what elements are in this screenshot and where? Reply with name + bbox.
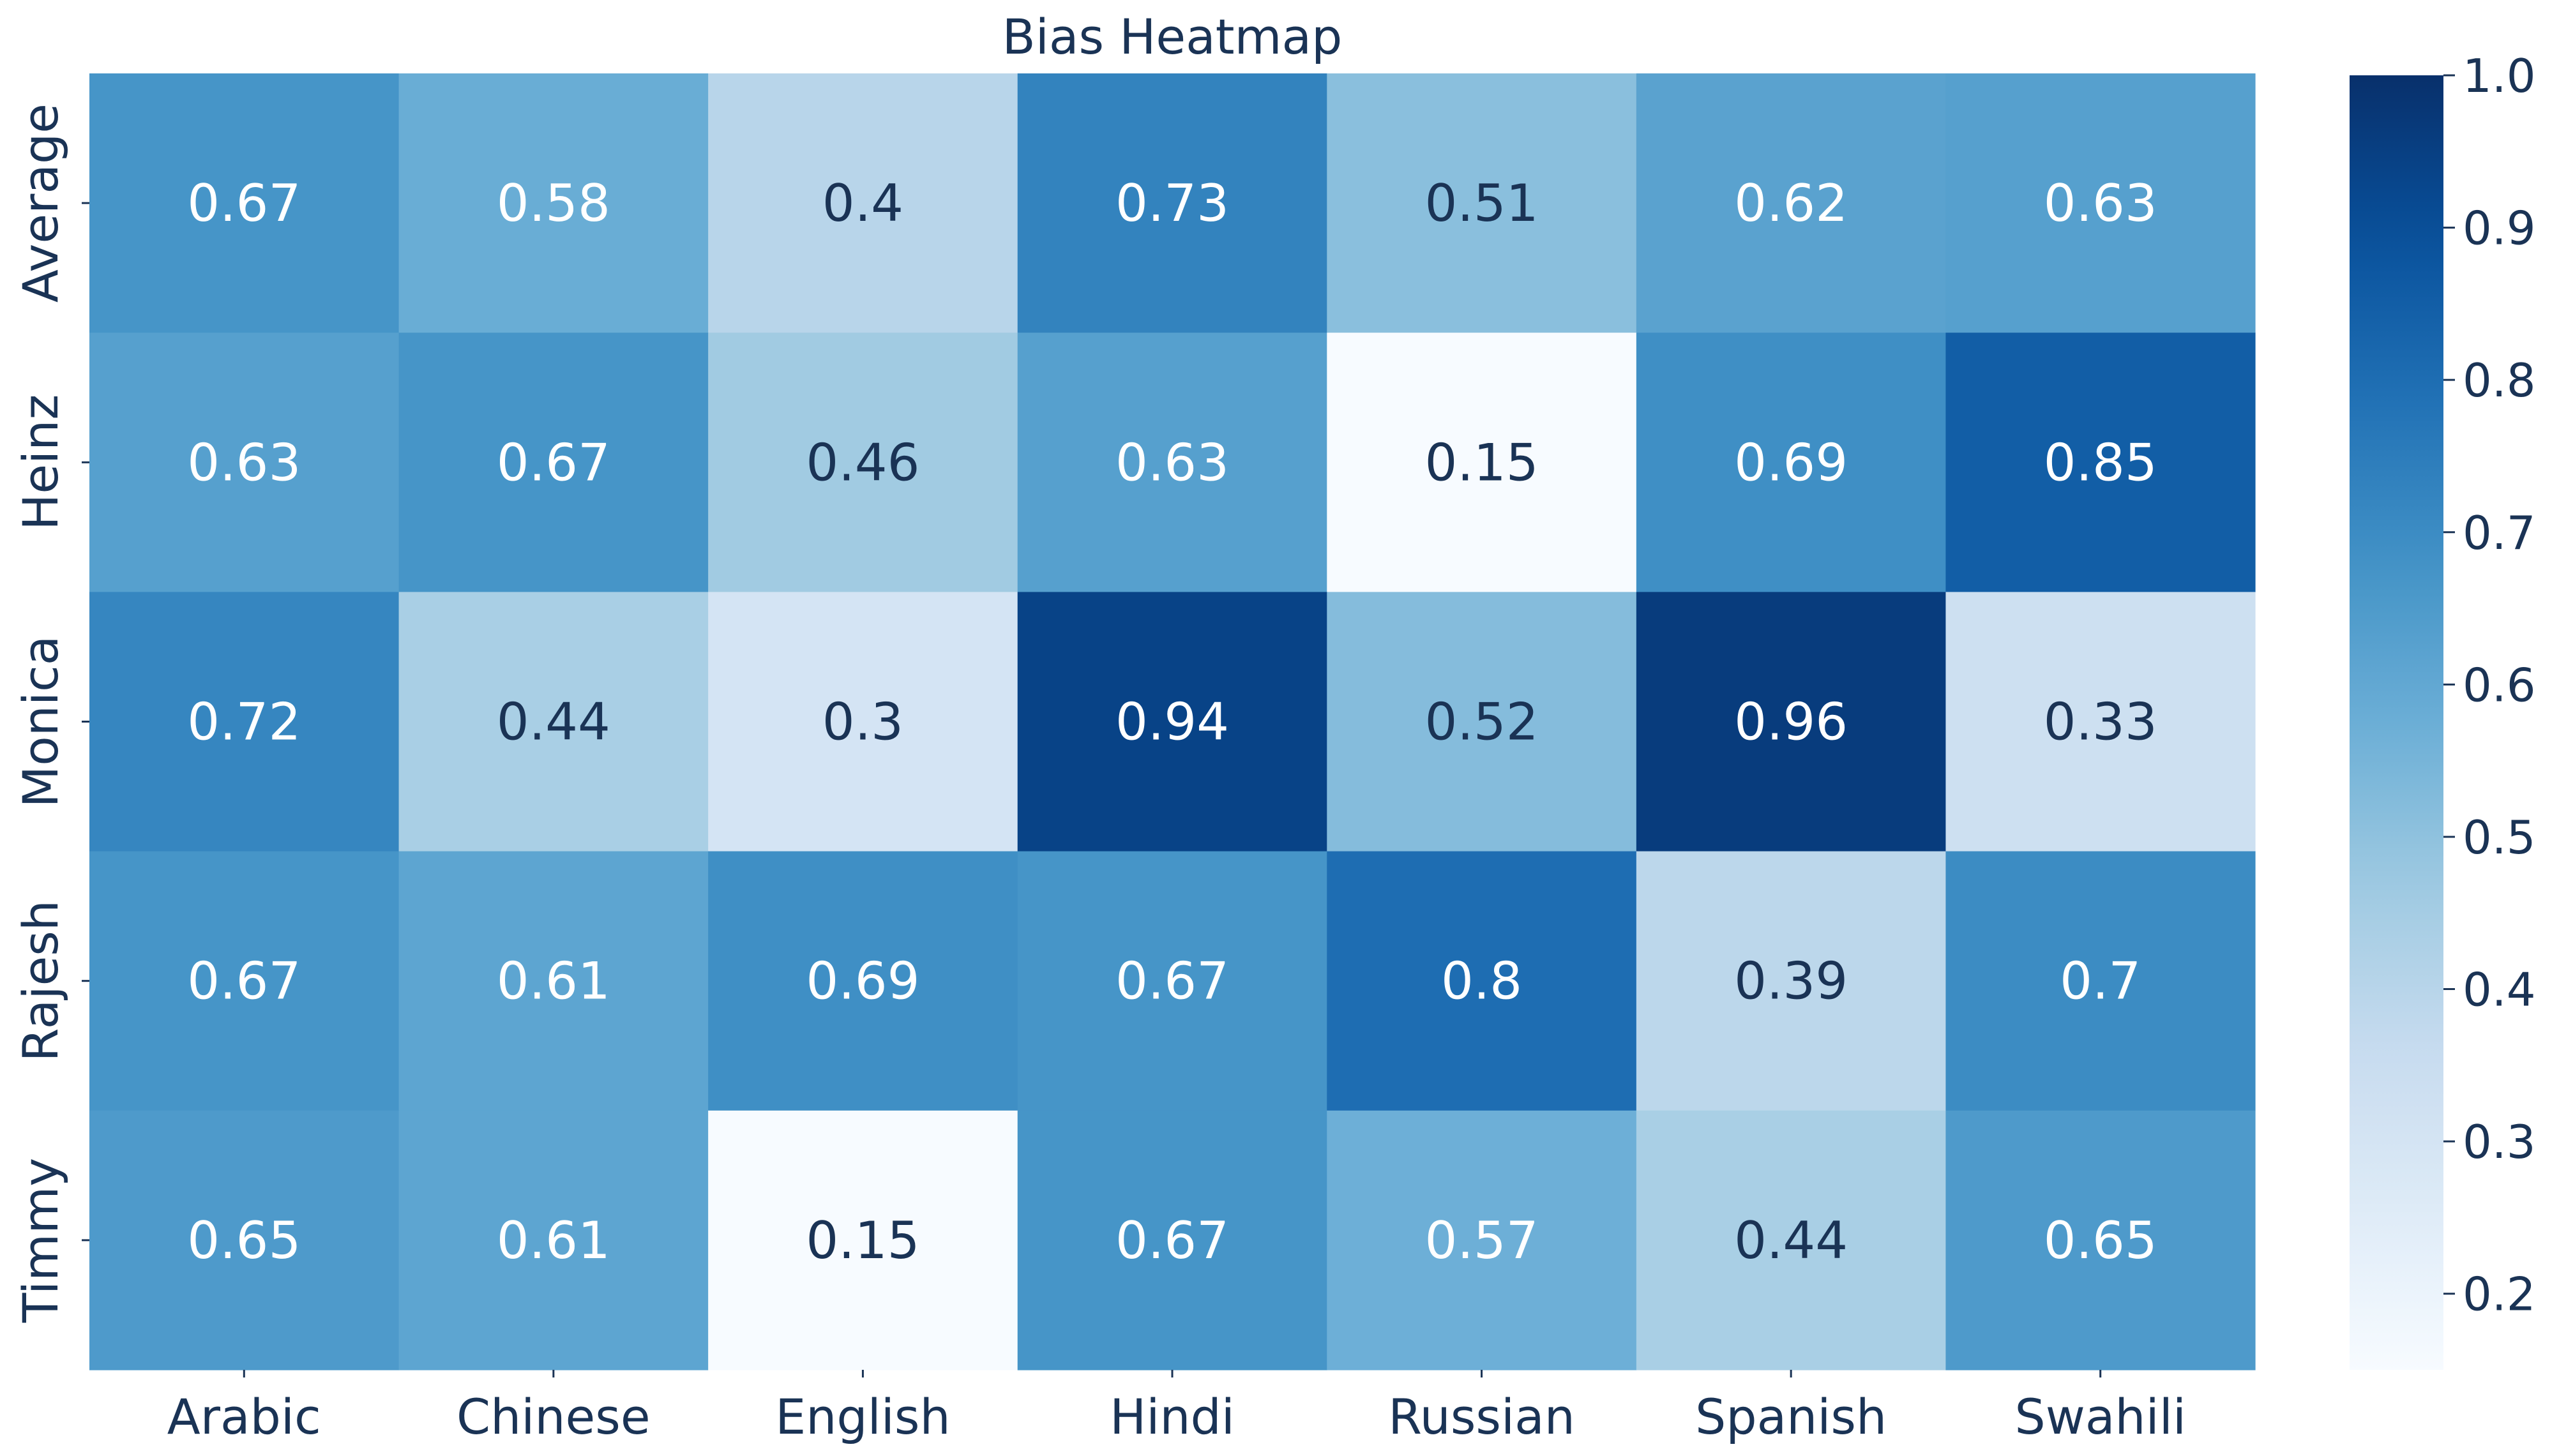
- heatmap-cell-monica-spanish: [1636, 592, 1947, 852]
- cell-value-label: 0.67: [1115, 1211, 1229, 1270]
- colorbar-tick-label: 0.7: [2463, 506, 2536, 560]
- x-tick-label: Arabic: [167, 1388, 321, 1445]
- heatmap-cell-rajesh-chinese: [398, 851, 709, 1111]
- cell-value-label: 0.69: [806, 952, 919, 1011]
- x-tick-label: Hindi: [1110, 1388, 1235, 1445]
- cell-value-label: 0.44: [497, 693, 610, 752]
- heatmap-cell-heinz-russian: [1327, 333, 1637, 592]
- cell-value-label: 0.15: [806, 1211, 919, 1270]
- heatmap-cell-monica-chinese: [398, 592, 709, 852]
- heatmap-cell-monica-russian: [1327, 592, 1637, 852]
- colorbar-tick-label: 0.5: [2463, 811, 2536, 864]
- y-tick-label: Timmy: [12, 1158, 69, 1323]
- cell-value-label: 0.65: [187, 1211, 301, 1270]
- cell-value-label: 0.65: [2044, 1211, 2157, 1270]
- x-tick-label: Spanish: [1695, 1388, 1887, 1445]
- x-tick-label: Swahili: [2014, 1388, 2186, 1445]
- heatmap-cell-monica-arabic: [89, 592, 400, 852]
- heatmap-cell-average-spanish: [1636, 73, 1947, 333]
- heatmap-cell-average-swahili: [1945, 73, 2256, 333]
- y-tick-label: Rajesh: [12, 900, 69, 1062]
- heatmap-cell-rajesh-russian: [1327, 851, 1637, 1111]
- heatmap-cell-heinz-arabic: [89, 333, 400, 592]
- cell-value-label: 0.61: [497, 952, 610, 1011]
- heatmap-annotations: 0.67 0.58 0.4 0.73 0.51 0.62 0.63 0.63 0.67 0.46 0…: [187, 174, 2157, 1270]
- heatmap-cell-rajesh-swahili: [1945, 851, 2256, 1111]
- x-tick-label: Chinese: [457, 1388, 651, 1445]
- heatmap-cell-average-russian: [1327, 73, 1637, 333]
- heatmap-cell-heinz-hindi: [1017, 333, 1327, 592]
- colorbar-tick-label: 1.0: [2463, 49, 2536, 103]
- cell-value-label: 0.67: [187, 952, 301, 1011]
- heatmap-cell-average-english: [708, 73, 1018, 333]
- x-tick-label: English: [775, 1388, 950, 1445]
- cell-value-label: 0.96: [1734, 693, 1848, 752]
- cell-value-label: 0.63: [1115, 433, 1229, 492]
- heatmap-cell-timmy-english: [708, 1110, 1018, 1370]
- cell-value-label: 0.72: [187, 693, 301, 752]
- heatmap-cell-timmy-spanish: [1636, 1110, 1947, 1370]
- colorbar-tick-label: 0.9: [2463, 202, 2536, 255]
- heatmap-cell-monica-hindi: [1017, 592, 1327, 852]
- heatmap-cell-average-hindi: [1017, 73, 1327, 333]
- cell-value-label: 0.39: [1734, 952, 1848, 1011]
- cell-value-label: 0.51: [1425, 174, 1539, 233]
- heatmap-cell-rajesh-spanish: [1636, 851, 1947, 1111]
- cell-value-label: 0.85: [2044, 433, 2157, 492]
- heatmap-cells: [89, 73, 2256, 1370]
- x-axis-ticks: Arabic Chinese English Hindi Russian Spanish S…: [167, 1370, 2186, 1445]
- heatmap-cell-rajesh-arabic: [89, 851, 400, 1111]
- heatmap-cell-rajesh-hindi: [1017, 851, 1327, 1111]
- x-tick-label: Russian: [1388, 1388, 1575, 1445]
- heatmap-cell-timmy-chinese: [398, 1110, 709, 1370]
- colorbar-gradient: [2350, 75, 2443, 1370]
- heatmap-cell-heinz-swahili: [1945, 333, 2256, 592]
- cell-value-label: 0.7: [2060, 952, 2141, 1011]
- heatmap-cell-heinz-english: [708, 333, 1018, 592]
- cell-value-label: 0.63: [2044, 174, 2157, 233]
- cell-value-label: 0.61: [497, 1211, 610, 1270]
- chart-title: Bias Heatmap: [1002, 8, 1343, 65]
- colorbar-tick-label: 0.2: [2463, 1268, 2536, 1321]
- heatmap-cell-timmy-arabic: [89, 1110, 400, 1370]
- colorbar: 0.2 0.3 0.4 0.5 0.6 0.7 0.8 0.9 1.0: [2350, 49, 2536, 1370]
- heatmap-cell-average-arabic: [89, 73, 400, 333]
- cell-value-label: 0.4: [822, 174, 903, 233]
- cell-value-label: 0.8: [1441, 952, 1522, 1011]
- y-axis-ticks: Average Heinz Monica Rajesh Timmy: [12, 103, 89, 1323]
- colorbar-tick-label: 0.3: [2463, 1115, 2536, 1169]
- y-tick-label: Average: [12, 103, 69, 303]
- colorbar-tick-label: 0.6: [2463, 658, 2536, 712]
- heatmap-cell-rajesh-english: [708, 851, 1018, 1111]
- cell-value-label: 0.3: [822, 693, 903, 752]
- heatmap-cell-average-chinese: [398, 73, 709, 333]
- cell-value-label: 0.46: [806, 433, 919, 492]
- heatmap-cell-timmy-russian: [1327, 1110, 1637, 1370]
- cell-value-label: 0.67: [497, 433, 610, 492]
- cell-value-label: 0.44: [1734, 1211, 1848, 1270]
- cell-value-label: 0.69: [1734, 433, 1848, 492]
- heatmap-cell-heinz-chinese: [398, 333, 709, 592]
- cell-value-label: 0.33: [2044, 693, 2157, 752]
- colorbar-tick-label: 0.8: [2463, 354, 2536, 407]
- cell-value-label: 0.58: [497, 174, 610, 233]
- cell-value-label: 0.94: [1115, 693, 1229, 752]
- cell-value-label: 0.73: [1115, 174, 1229, 233]
- y-tick-label: Heinz: [12, 394, 69, 530]
- cell-value-label: 0.57: [1425, 1211, 1539, 1270]
- colorbar-tick-label: 0.4: [2463, 963, 2536, 1017]
- heatmap-cell-monica-swahili: [1945, 592, 2256, 852]
- heatmap-cell-monica-english: [708, 592, 1018, 852]
- heatmap-cell-timmy-hindi: [1017, 1110, 1327, 1370]
- heatmap-cell-heinz-spanish: [1636, 333, 1947, 592]
- cell-value-label: 0.67: [1115, 952, 1229, 1011]
- heatmap-cell-timmy-swahili: [1945, 1110, 2256, 1370]
- cell-value-label: 0.62: [1734, 174, 1848, 233]
- y-tick-label: Monica: [12, 636, 69, 808]
- cell-value-label: 0.67: [187, 174, 301, 233]
- cell-value-label: 0.15: [1425, 433, 1539, 492]
- cell-value-label: 0.63: [187, 433, 301, 492]
- cell-value-label: 0.52: [1425, 693, 1539, 752]
